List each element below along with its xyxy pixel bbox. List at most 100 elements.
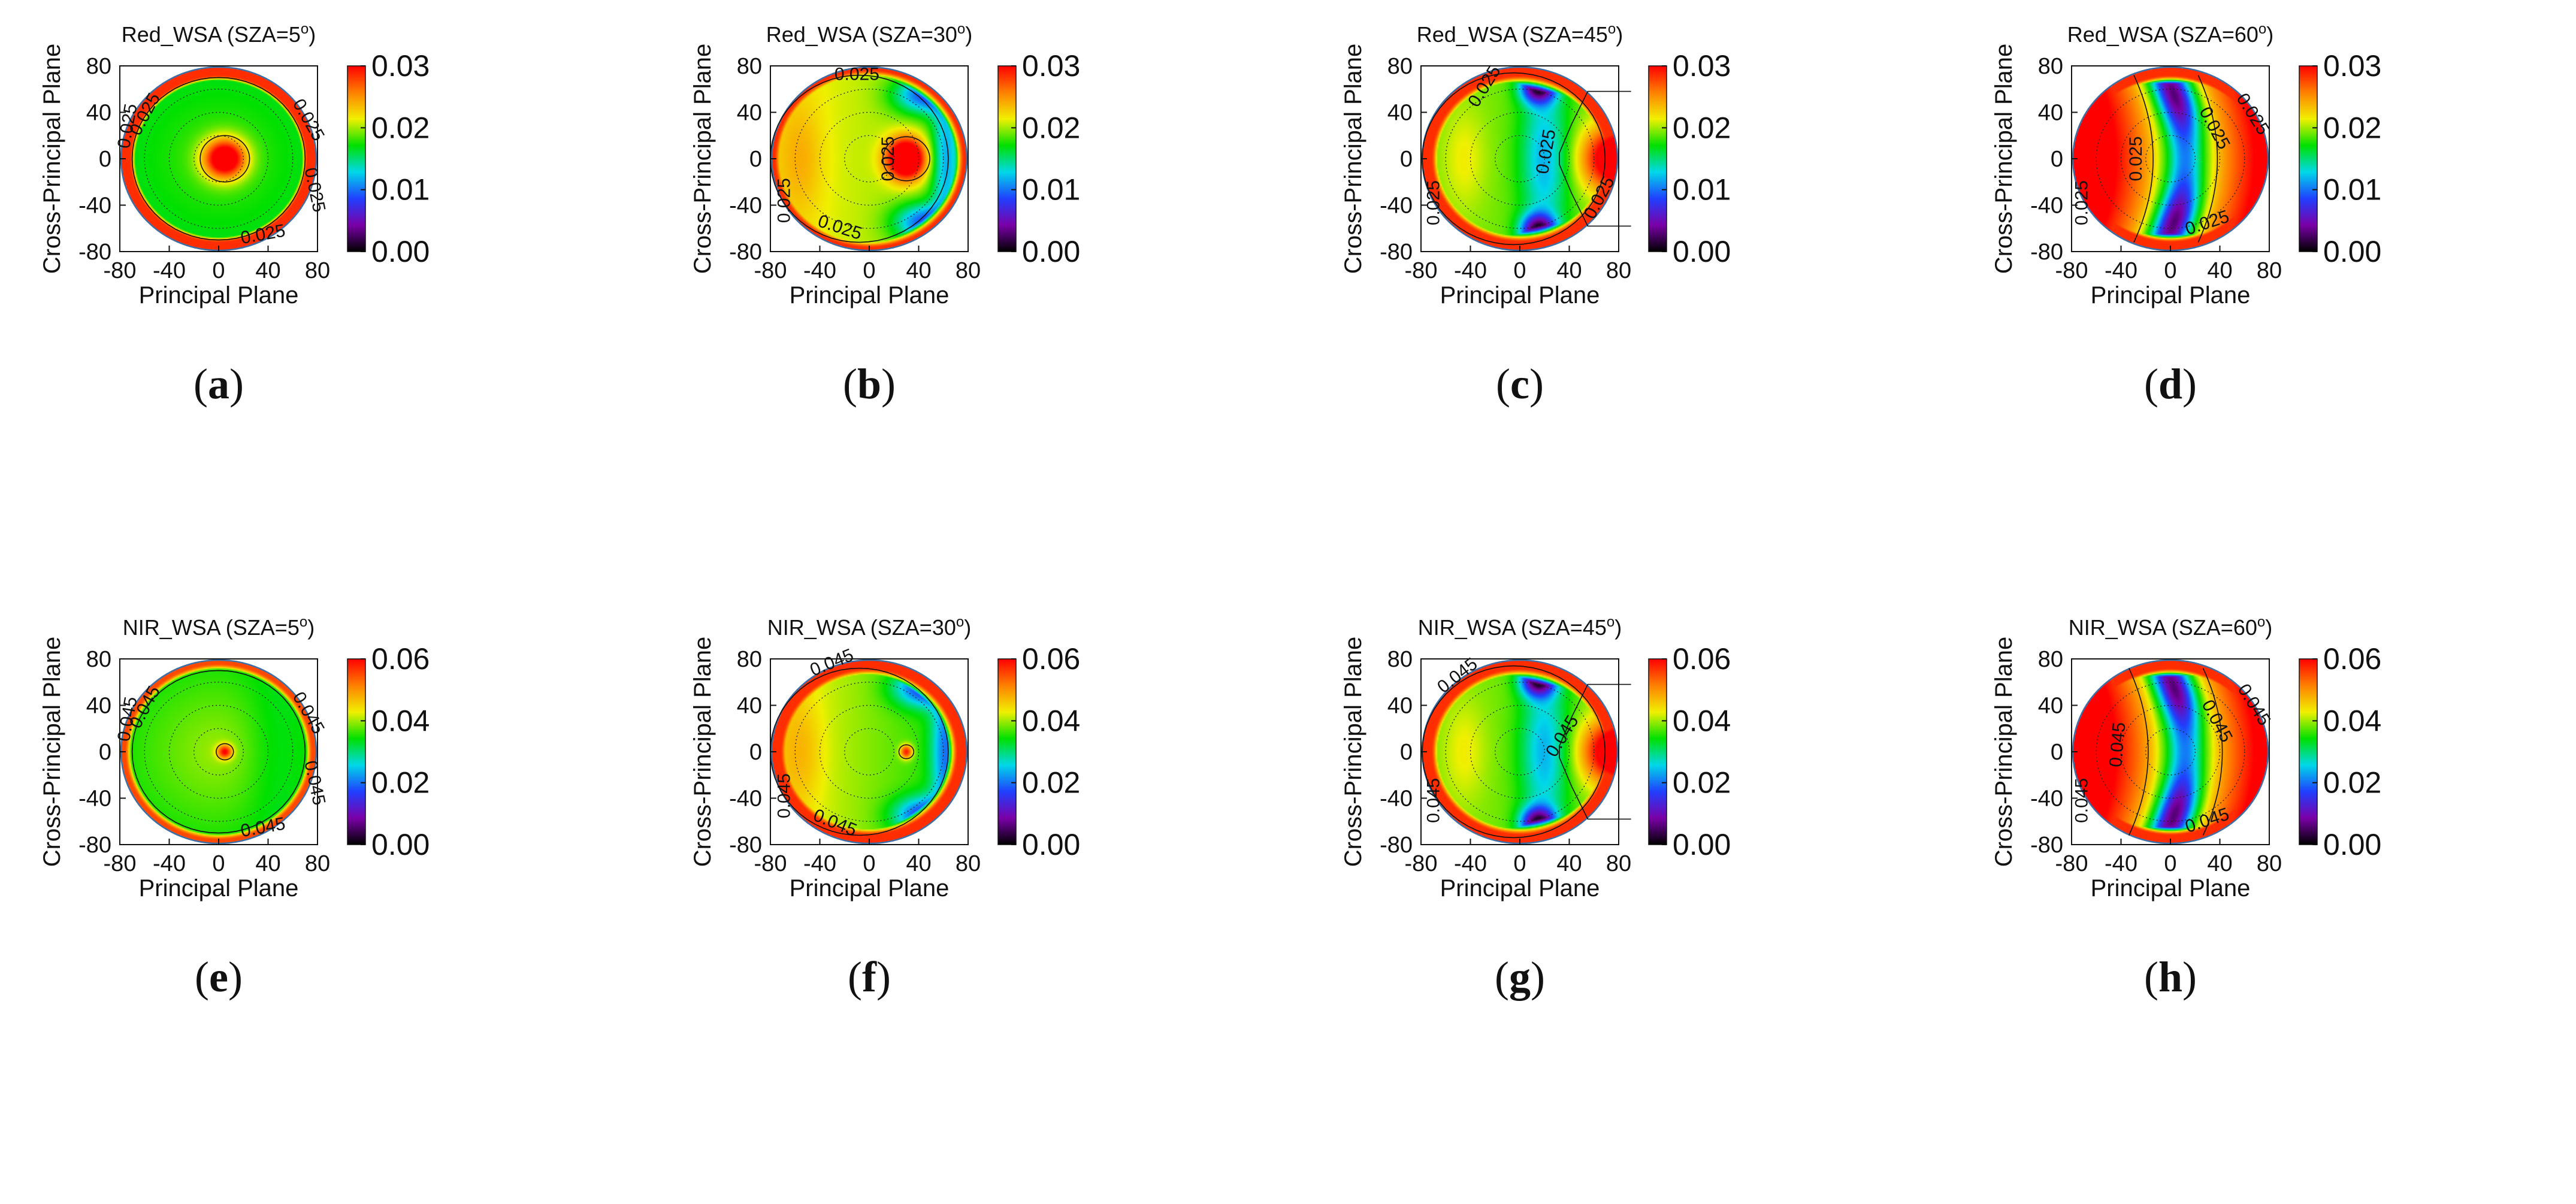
y-tick-label: 0 [1400, 147, 1413, 172]
y-tick-label: -40 [78, 193, 111, 219]
x-tick-label: -40 [1454, 851, 1487, 876]
colorbar [347, 65, 366, 252]
y-tick-label: 0 [2051, 740, 2063, 765]
y-tick-label: -40 [729, 786, 762, 812]
colorbar-tick-label: 0.06 [371, 642, 430, 676]
zenith-ring [2145, 728, 2196, 776]
plot-title: NIR_WSA (SZA=45o) [1418, 614, 1622, 640]
panel-label-open: ( [2144, 953, 2158, 1001]
colorbar-tick-label: 0.00 [2323, 828, 2381, 861]
plot-title: Red_WSA (SZA=30o) [766, 21, 973, 47]
y-tick-label: -40 [2030, 786, 2063, 812]
panel-label-letter: g [1509, 953, 1531, 1001]
panel-label-close: ) [881, 360, 896, 408]
zenith-ring [2120, 704, 2221, 799]
title-suffix: ) [2265, 615, 2272, 640]
x-tick-label: 80 [305, 851, 330, 876]
colorbar-tick-label: 0.00 [1022, 828, 1080, 861]
x-tick-label: -40 [2105, 258, 2137, 283]
panel-g: NIR_WSA (SZA=45o)0.0450.0450.045-80-80-4… [1340, 614, 1731, 1001]
y-tick-label: -40 [2030, 193, 2063, 219]
x-tick-label: -40 [1454, 258, 1487, 283]
panel-label-close: ) [1531, 953, 1545, 1001]
panel-h: NIR_WSA (SZA=60o)0.0450.0450.0450.0450.0… [1991, 614, 2381, 1001]
contour-label: 0.045 [1424, 778, 1444, 823]
y-tick-label: -80 [2030, 833, 2063, 858]
panel-label-open: ( [1496, 360, 1510, 408]
colorbar-tick-label: 0.03 [1673, 49, 1731, 83]
x-tick-label: 0 [212, 258, 225, 283]
heatmap-image [120, 659, 318, 845]
title-text: Red_WSA (SZA=5 [122, 22, 301, 47]
degree-symbol: o [2257, 614, 2265, 630]
x-tick-label: 80 [956, 258, 981, 283]
contour-label: 0.025 [775, 178, 794, 223]
x-tick-label: 80 [2257, 851, 2282, 876]
y-tick-label: 80 [86, 54, 111, 79]
panel-label-letter: f [862, 953, 877, 1001]
panel-label: (g) [1495, 953, 1545, 1001]
heatmap-image [120, 66, 318, 252]
colorbar [347, 658, 366, 845]
zenith-ring [168, 704, 269, 799]
y-tick-label: 80 [1387, 54, 1413, 79]
y-axis-label: Cross-Principal Plane [1340, 44, 1366, 274]
zenith-ring [144, 682, 294, 822]
y-tick-label: -40 [1380, 786, 1413, 812]
y-axis-label: Cross-Principal Plane [1991, 637, 2017, 867]
degree-symbol: o [956, 614, 964, 630]
y-tick-label: -80 [1380, 240, 1413, 265]
panel-label-close: ) [1529, 360, 1544, 408]
y-axis-label: Cross-Principal Plane [39, 637, 65, 867]
y-tick-label: 0 [99, 147, 111, 172]
colorbar-tick-label: 0.00 [1673, 828, 1731, 861]
x-tick-label: 0 [2164, 851, 2176, 876]
panel-label: (c) [1496, 360, 1544, 408]
y-tick-label: -80 [2030, 240, 2063, 265]
x-tick-label: 40 [1556, 258, 1582, 283]
heatmap-image [770, 659, 968, 845]
y-tick-label: 0 [1400, 740, 1413, 765]
panel-label-close: ) [228, 953, 243, 1001]
panel-label-letter: h [2158, 953, 2182, 1001]
y-tick-label: 40 [737, 694, 762, 719]
zenith-ring [193, 728, 244, 776]
contour-label: 0.025 [878, 136, 898, 181]
x-tick-label: -40 [153, 258, 186, 283]
x-tick-label: 80 [305, 258, 330, 283]
heatmap-image [1421, 659, 1619, 845]
zenith-ring [844, 728, 894, 776]
colorbar-tick-label: 0.00 [1673, 235, 1731, 268]
y-axis-label: Cross-Principal Plane [690, 637, 716, 867]
y-tick-label: 40 [86, 101, 111, 126]
zenith-ring [144, 89, 294, 229]
contour-label: 0.045 [2072, 778, 2091, 823]
colorbar-tick-label: 0.01 [1673, 173, 1731, 207]
y-tick-label: -40 [78, 786, 111, 812]
colorbar-tick-label: 0.06 [1022, 642, 1080, 676]
zenith-ring [2096, 682, 2245, 822]
panel-label-open: ( [1495, 953, 1509, 1001]
title-suffix: ) [2266, 22, 2273, 47]
contour-line [2128, 668, 2223, 836]
zenith-ring [2096, 89, 2245, 229]
colorbar [2299, 658, 2318, 845]
panel-e: NIR_WSA (SZA=5o)0.0450.0450.0450.0450.04… [39, 614, 430, 1001]
panel-label: (b) [843, 360, 896, 408]
zenith-ring [1445, 682, 1595, 822]
colorbar-tick-label: 0.02 [1673, 766, 1731, 800]
y-tick-label: -80 [729, 833, 762, 858]
title-text: NIR_WSA (SZA=60 [2069, 615, 2257, 640]
x-tick-label: 40 [2207, 258, 2232, 283]
panel-label-close: ) [876, 953, 891, 1001]
panel-label-letter: a [208, 360, 229, 408]
panel-label-letter: e [209, 953, 228, 1001]
y-tick-label: 80 [2038, 54, 2063, 79]
panel-label-letter: d [2158, 360, 2182, 408]
colorbar-tick-label: 0.00 [371, 828, 430, 861]
x-tick-label: 40 [2207, 851, 2232, 876]
plot-title: NIR_WSA (SZA=30o) [767, 614, 971, 640]
x-axis-label: Principal Plane [2091, 875, 2251, 902]
contour-line [131, 77, 306, 241]
